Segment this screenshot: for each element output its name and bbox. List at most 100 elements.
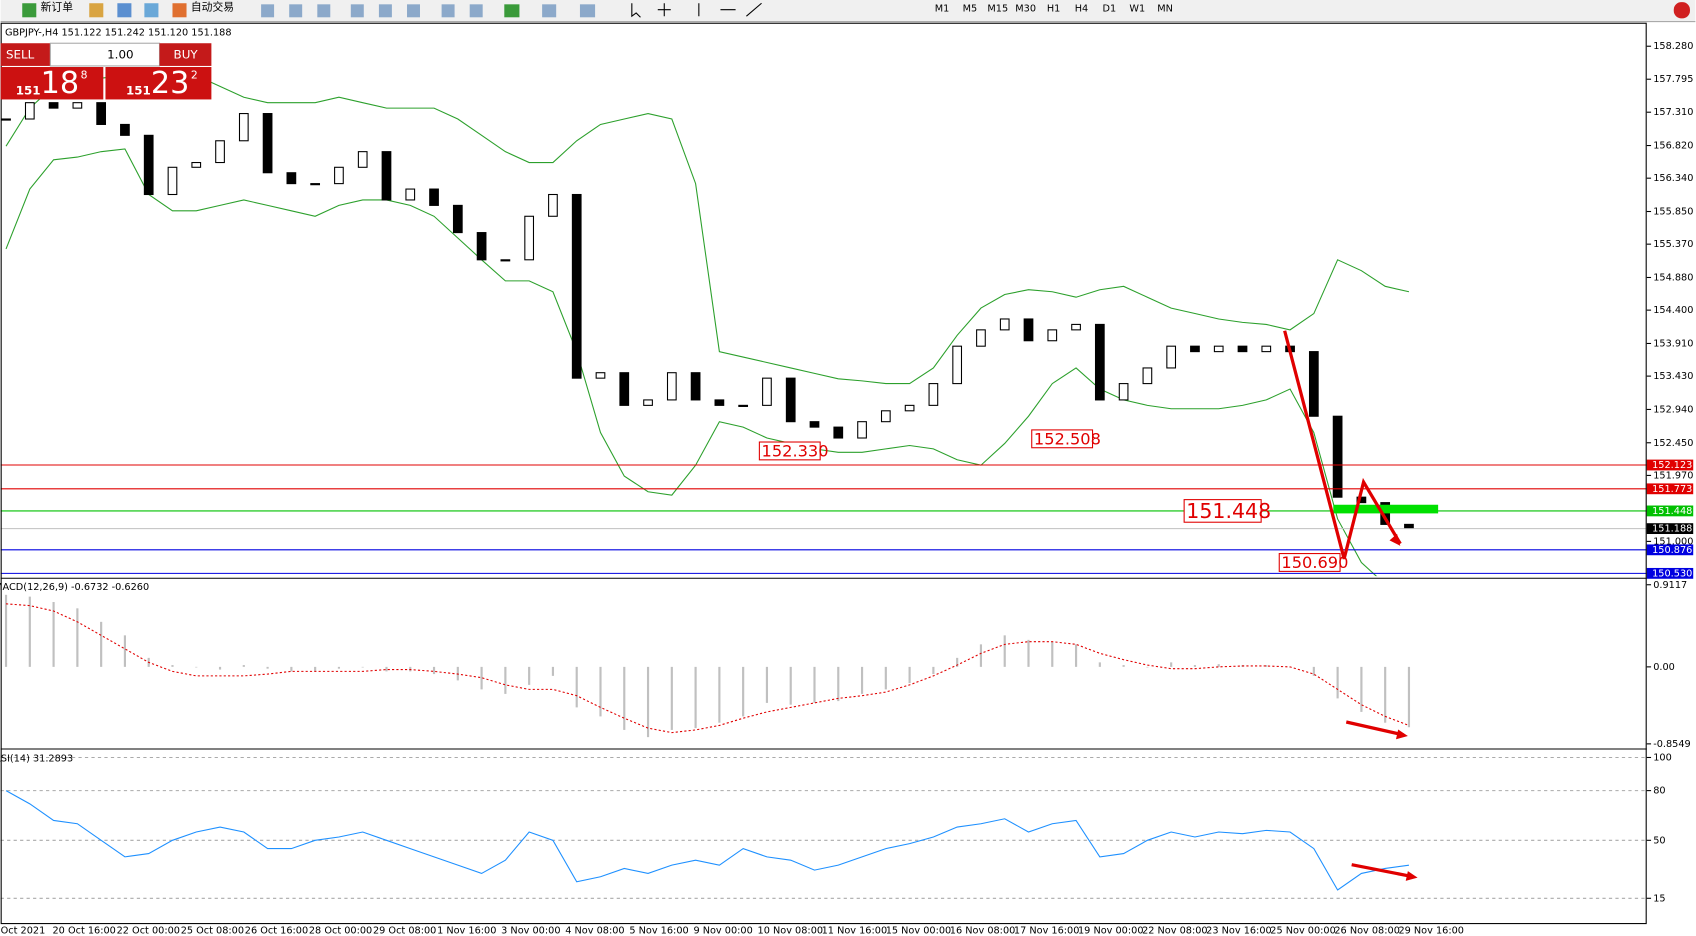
auto-trading[interactable]: 自动交易	[191, 0, 234, 14]
candle	[1023, 318, 1034, 342]
x-tick-label: 9 Nov 00:00	[693, 926, 752, 936]
buy-label[interactable]: BUY	[174, 48, 199, 62]
y-tick-label: 151.970	[1653, 470, 1693, 481]
y-tick-label: 151.000	[1653, 536, 1693, 547]
tool-icon[interactable]	[117, 3, 132, 18]
macd-bar	[1265, 665, 1268, 667]
ask-box[interactable]	[105, 67, 212, 100]
candle	[238, 113, 249, 142]
macd-bar	[884, 666, 887, 690]
candle	[357, 151, 368, 168]
x-tick-label: Oct 2021	[1, 926, 46, 936]
new-order-icon[interactable]	[22, 3, 37, 18]
price-tag-label: 150.876	[1652, 545, 1692, 556]
candle	[833, 426, 844, 439]
macd-bar	[1074, 644, 1078, 667]
annotation-box	[758, 441, 821, 461]
timeframe-button[interactable]: MN	[1157, 4, 1173, 15]
candle	[1142, 367, 1153, 385]
timeframe-button[interactable]: M30	[1015, 4, 1036, 15]
timeframe-button[interactable]: M15	[987, 4, 1008, 15]
tool-icon[interactable]	[144, 3, 159, 18]
candle	[286, 172, 297, 185]
macd-bar	[1312, 666, 1315, 676]
timeframe-button[interactable]: H4	[1075, 4, 1089, 15]
y-tick-label: 153.430	[1653, 371, 1693, 382]
macd-bar	[195, 666, 198, 668]
auto-trading-icon[interactable]	[172, 3, 187, 18]
lot-input[interactable]	[49, 42, 161, 67]
y-tick-label: 158.280	[1653, 41, 1693, 52]
macd-bar	[123, 635, 127, 667]
price-tag-label: 150.530	[1652, 568, 1692, 579]
annotation-label: 152.330	[762, 442, 829, 461]
x-tick-label: 11 Nov 16:00	[822, 926, 888, 936]
candle	[381, 151, 392, 201]
x-tick-label: 10 Nov 08:00	[758, 926, 824, 936]
y-tick-label: 0.00	[1653, 662, 1675, 673]
bid-box[interactable]	[0, 67, 104, 100]
candle	[690, 372, 701, 401]
y-tick-label: -0.8549	[1653, 739, 1691, 750]
x-tick-label: 23 Nov 16:00	[1206, 926, 1272, 936]
candle	[48, 102, 59, 109]
candle	[595, 372, 606, 379]
macd-bar	[1407, 666, 1411, 728]
candle	[928, 383, 939, 406]
candle	[785, 377, 796, 423]
macd-bar	[314, 666, 317, 672]
x-tick-label: 17 Nov 16:00	[1014, 926, 1080, 936]
macd-bar	[76, 608, 79, 667]
macd-bar	[932, 666, 935, 675]
annotation-box	[1031, 429, 1094, 449]
candle	[476, 232, 487, 261]
macd-bar	[266, 666, 269, 669]
candle	[738, 404, 749, 407]
macd-bar	[575, 666, 578, 708]
lot-value[interactable]: 1.00	[107, 48, 133, 62]
y-tick-label: 100	[1653, 752, 1672, 763]
macd-bar	[171, 665, 174, 667]
sell-button[interactable]	[0, 43, 51, 66]
values-line	[5, 790, 1410, 891]
sell-label[interactable]: SELL	[6, 48, 35, 62]
ask-small: 2	[191, 69, 198, 82]
macd-bar	[1336, 666, 1339, 699]
y-tick-label: 156.340	[1653, 173, 1693, 184]
candle	[191, 161, 202, 168]
upper-band-line	[5, 70, 1410, 385]
y-tick-label: 153.910	[1653, 338, 1693, 349]
price-tag	[1646, 505, 1694, 517]
price-tag	[1646, 483, 1694, 495]
macd-bar	[599, 666, 602, 717]
timeframe-button[interactable]: M5	[963, 4, 978, 15]
toolbar-icons[interactable]	[261, 2, 1690, 19]
candle	[1047, 329, 1058, 342]
tool-icon[interactable]	[89, 3, 104, 18]
timeframe-button[interactable]: D1	[1103, 4, 1117, 15]
x-tick-label: 15 Nov 00:00	[886, 926, 952, 936]
y-tick-label: 155.370	[1653, 239, 1693, 250]
bid-main: 18	[41, 66, 80, 101]
x-tick-label: 1 Nov 16:00	[437, 926, 496, 936]
new-order[interactable]: 新订单	[41, 0, 74, 14]
price-tag-label: 151.188	[1652, 524, 1692, 535]
macd-bar	[1051, 641, 1054, 667]
buy-button[interactable]	[159, 43, 212, 66]
macd-bar	[290, 666, 293, 672]
timeframe-button[interactable]: M1	[935, 4, 950, 15]
macd-bar	[765, 666, 769, 703]
candle	[1356, 496, 1367, 504]
timeframe-button[interactable]: W1	[1129, 4, 1145, 15]
y-tick-label: 156.820	[1653, 141, 1693, 152]
candle	[1071, 323, 1081, 331]
one-click-panel: SELL 1.00 BUY 151 18 8 151 23 2	[0, 42, 212, 101]
analysis-drawings	[1283, 330, 1439, 881]
candle	[571, 193, 582, 379]
y-tick-label: 50	[1653, 835, 1665, 846]
candle	[999, 318, 1010, 331]
timeframe-button[interactable]: H1	[1047, 4, 1061, 15]
candle	[619, 372, 630, 406]
candle	[215, 140, 225, 164]
